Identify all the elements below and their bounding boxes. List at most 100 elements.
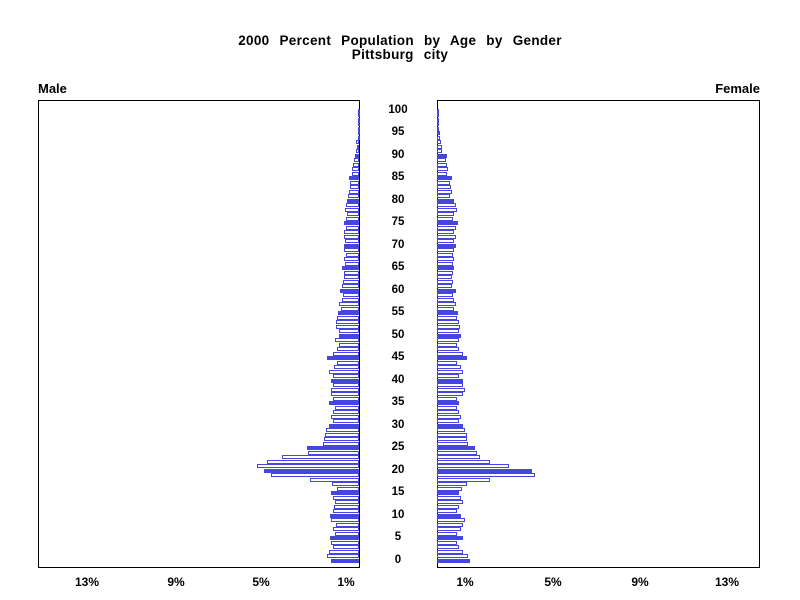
male-bar-age-22: [267, 460, 359, 464]
male-bar-age-99: [358, 113, 360, 117]
female-bar-age-71: [437, 239, 454, 243]
male-bar-age-70: [344, 244, 359, 248]
female-bar-age-80: [437, 199, 454, 203]
female-bar-age-99: [437, 113, 439, 117]
female-bar-age-100: [437, 109, 439, 113]
female-pct-tick-5: 5%: [544, 575, 562, 589]
male-bar-age-26: [323, 442, 359, 446]
male-bar-age-56: [341, 307, 359, 311]
female-bar-age-50: [437, 334, 461, 338]
male-bar-age-10: [330, 514, 359, 518]
male-bar-age-50: [339, 334, 359, 338]
male-bar-age-11: [333, 509, 359, 513]
male-panel-label: Male: [38, 81, 67, 96]
age-tick-60: 60: [391, 284, 405, 296]
male-bar-age-72: [344, 235, 359, 239]
male-bar-age-85: [349, 176, 359, 180]
female-bar-age-73: [437, 230, 454, 234]
female-bar-age-86: [437, 172, 447, 176]
male-bar-age-2: [329, 550, 359, 554]
male-bar-age-58: [342, 298, 359, 302]
male-bar-age-71: [345, 239, 359, 243]
male-bar-age-65: [342, 266, 359, 270]
female-bar-age-53: [437, 320, 459, 324]
female-bar-age-91: [437, 149, 442, 153]
male-bar-age-5: [330, 536, 359, 540]
female-bar-age-40: [437, 379, 463, 383]
male-bar-age-47: [337, 347, 359, 351]
male-bar-age-54: [337, 316, 359, 320]
female-bar-age-72: [437, 235, 456, 239]
female-bar-age-84: [437, 181, 450, 185]
male-bar-age-17: [332, 482, 359, 486]
chart-title: 2000 Percent Population by Age by Gender…: [0, 34, 800, 62]
female-bar-age-96: [437, 127, 439, 131]
female-bar-age-37: [437, 392, 463, 396]
male-bar-age-48: [339, 343, 359, 347]
male-bar-age-84: [350, 181, 359, 185]
age-tick-50: 50: [391, 329, 405, 341]
female-bar-age-20: [437, 469, 532, 473]
age-tick-10: 10: [391, 509, 405, 521]
female-bar-age-1: [437, 554, 468, 558]
male-bar-age-64: [344, 271, 359, 275]
female-bar-age-93: [437, 140, 441, 144]
male-bar-age-92: [357, 145, 359, 149]
male-bar-age-77: [347, 212, 359, 216]
female-bar-age-89: [437, 158, 446, 162]
male-bar-age-90: [355, 154, 359, 158]
female-pct-tick-9: 9%: [631, 575, 649, 589]
male-bar-age-30: [329, 424, 359, 428]
male-bar-age-97: [358, 122, 360, 126]
female-bar-age-64: [437, 271, 453, 275]
male-bar-age-28: [325, 433, 359, 437]
male-bar-age-88: [353, 163, 359, 167]
male-bar-age-57: [339, 302, 359, 306]
female-bar-age-92: [437, 145, 442, 149]
male-bar-age-1: [327, 554, 359, 558]
male-bar-age-41: [333, 374, 359, 378]
male-bar-age-27: [324, 437, 359, 441]
female-bar-age-83: [437, 185, 451, 189]
female-bar-age-58: [437, 298, 454, 302]
female-bar-age-61: [437, 284, 452, 288]
male-bar-age-36: [333, 397, 359, 401]
male-bar-age-16: [337, 487, 359, 491]
female-bar-age-9: [437, 518, 465, 522]
chart-title-line1: 2000 Percent Population by Age by Gender: [238, 33, 562, 48]
male-bar-age-93: [356, 140, 359, 144]
male-bar-age-14: [333, 496, 359, 500]
male-bar-age-15: [331, 491, 359, 495]
female-bar-age-13: [437, 500, 463, 504]
female-bar-age-18: [437, 478, 490, 482]
male-bar-age-9: [331, 518, 359, 522]
female-bar-age-15: [437, 491, 459, 495]
male-bar-age-20: [264, 469, 359, 473]
female-bar-age-8: [437, 523, 463, 527]
age-tick-5: 5: [394, 531, 402, 543]
female-bar-age-70: [437, 244, 456, 248]
male-bar-age-62: [343, 280, 359, 284]
female-bar-age-25: [437, 446, 475, 450]
male-bar-age-39: [333, 383, 359, 387]
female-bar-age-97: [437, 122, 439, 126]
male-bar-age-35: [329, 401, 359, 405]
female-bar-age-2: [437, 550, 463, 554]
female-bar-age-5: [437, 536, 463, 540]
male-bar-age-98: [358, 118, 360, 122]
male-bar-age-81: [348, 194, 359, 198]
female-bar-age-88: [437, 163, 447, 167]
age-tick-65: 65: [391, 261, 405, 273]
female-bar-age-7: [437, 527, 461, 531]
male-bar-age-31: [333, 419, 359, 423]
male-bar-age-89: [354, 158, 359, 162]
female-bar-age-74: [437, 226, 456, 230]
female-bar-age-54: [437, 316, 457, 320]
male-bar-age-24: [308, 451, 359, 455]
age-tick-55: 55: [391, 306, 405, 318]
male-bar-age-67: [344, 257, 359, 261]
age-tick-15: 15: [391, 486, 405, 498]
male-bar-age-37: [331, 392, 359, 396]
male-bar-age-4: [331, 541, 359, 545]
female-bar-age-39: [437, 383, 463, 387]
